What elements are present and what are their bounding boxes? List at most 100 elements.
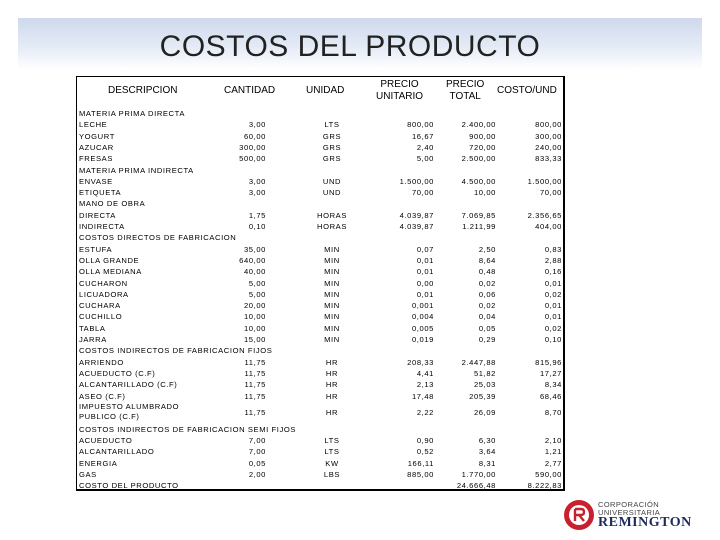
cell-precio-total: 24.666,48 — [456, 481, 496, 491]
logo-line-2: UNIVERSITARIA — [598, 508, 661, 517]
cost-table — [76, 76, 565, 491]
cell-unidad: HORAS — [316, 210, 347, 220]
cell-precio-unitario: 885,00 — [407, 470, 434, 479]
cell-cantidad: 0,05 — [248, 458, 266, 468]
cell-precio-unitario: 0,001 — [411, 301, 434, 311]
cell-unidad: HR — [325, 407, 339, 417]
table-row: JARRA 15,00 MIN 0,019 0,29 0,10 — [78, 334, 563, 345]
cell-cantidad: 11,75 — [244, 407, 266, 417]
cell-descripcion: MATERIA PRIMA INDIRECTA — [79, 165, 194, 175]
cell-precio-unitario: 17,48 — [411, 391, 434, 401]
table-row: MATERIA PRIMA DIRECTA — [78, 108, 563, 119]
cell-cantidad: 11,75 — [244, 368, 266, 378]
table-row: ENERGIA 0,05 KW 166,11 8,31 2,77 — [78, 458, 563, 469]
cell-precio-total: 2.500,00 — [461, 154, 496, 164]
cell-descripcion: COSTO DEL PRODUCTO — [79, 481, 179, 491]
cell-descripcion: OLLA MEDIANA — [79, 267, 142, 277]
cell-precio-unitario: 2,22 — [416, 407, 434, 417]
table-row: CUCHILLO 10,00 MIN 0,004 0,04 0,01 — [78, 311, 563, 322]
cell-costo-und: 815,96 — [535, 357, 562, 367]
cell-costo-und: 8,70 — [544, 407, 562, 417]
cell-unidad: HORAS — [316, 222, 347, 231]
cell-precio-unitario: 0,07 — [416, 244, 434, 254]
table-row: OLLA GRANDE 640,00 MIN 0,01 8,64 2,88 — [78, 255, 563, 266]
cell-unidad: LTS — [324, 436, 340, 446]
table-row: COSTOS INDIRECTOS DE FABRICACION FIJOS — [78, 345, 563, 356]
cell-precio-total: 7.069,85 — [461, 210, 496, 220]
table-row: ASEO (C.F) 11,75 HR 17,48 205,39 68,46 — [78, 391, 563, 402]
cell-descripcion: ASEO (C.F) — [79, 391, 126, 401]
cell-cantidad: 3,00 — [248, 120, 266, 130]
cell-precio-total: 8,31 — [478, 458, 496, 468]
cell-cantidad: 2,00 — [248, 470, 266, 479]
cell-unidad: HR — [325, 368, 339, 378]
cell-descripcion: JARRA — [79, 335, 107, 344]
cell-cantidad: 5,00 — [248, 278, 266, 288]
cell-cantidad: 15,00 — [243, 335, 266, 344]
cell-precio-total: 0,02 — [478, 301, 496, 311]
cell-descripcion: LICUADORA — [79, 289, 129, 299]
cell-descripcion: DIRECTA — [79, 210, 116, 220]
cell-unidad: LTS — [324, 447, 340, 457]
cell-precio-total: 2.400,00 — [461, 120, 496, 130]
cell-cantidad: 7,00 — [248, 436, 266, 446]
cell-precio-total: 900,00 — [469, 131, 496, 141]
cell-descripcion: COSTOS INDIRECTOS DE FABRICACION SEMI FI… — [79, 424, 297, 434]
cell-descripcion: ENVASE — [79, 176, 113, 186]
cell-costo-und: 0,16 — [544, 267, 562, 277]
cell-precio-unitario: 5,00 — [416, 154, 434, 164]
cell-costo-und: 240,00 — [535, 142, 562, 152]
cell-unidad: KW — [325, 458, 339, 468]
table-row: MATERIA PRIMA INDIRECTA — [78, 165, 563, 176]
logo-line-1: CORPORACIÓN — [598, 500, 660, 509]
cell-precio-unitario: 1.500,00 — [399, 176, 434, 186]
cell-costo-und: 404,00 — [535, 222, 562, 231]
cell-unidad: LBS — [323, 470, 341, 479]
cell-descripcion: COSTOS DIRECTOS DE FABRICACION — [79, 233, 237, 243]
header-precio-total-line2: TOTAL — [449, 91, 481, 102]
cell-precio-unitario: 2,13 — [416, 380, 434, 390]
cell-descripcion: IMPUESTO ALUMBRADO PUBLICO (C.F) — [79, 401, 180, 421]
table-row: ESTUFA 35,00 MIN 0,07 2,50 0,83 — [78, 244, 563, 255]
cell-unidad: GRS — [322, 131, 342, 141]
cell-descripcion: ALCANTARILLADO (C.F) — [79, 380, 178, 390]
cell-costo-und: 0,10 — [544, 335, 562, 344]
cell-unidad: GRS — [322, 154, 342, 164]
cell-precio-total: 51,82 — [473, 368, 496, 378]
cell-precio-total: 25,03 — [473, 380, 496, 390]
cell-costo-und: 0,83 — [544, 244, 562, 254]
table-row: LICUADORA 5,00 MIN 0,01 0,06 0,02 — [78, 289, 563, 300]
cell-cantidad: 60,00 — [243, 131, 266, 141]
cell-descripcion: MANO DE OBRA — [79, 199, 146, 209]
cell-unidad: MIN — [324, 335, 340, 344]
table-row: CUCHARON 5,00 MIN 0,00 0,02 0,01 — [78, 278, 563, 289]
cell-descripcion: ETIQUETA — [79, 188, 122, 198]
header-costo-und: COSTO/UND — [497, 85, 557, 96]
cell-unidad: MIN — [324, 267, 340, 277]
cell-precio-unitario: 0,01 — [416, 289, 434, 299]
cell-cantidad: 0,10 — [248, 222, 266, 231]
table-row: ACUEDUCTO (C.F) 11,75 HR 4,41 51,82 17,27 — [78, 368, 563, 379]
cell-precio-total: 720,00 — [469, 142, 496, 152]
header-unidad: UNIDAD — [306, 85, 345, 96]
cell-unidad: HR — [325, 357, 339, 367]
table-row: DIRECTA 1,75 HORAS 4.039,87 7.069,85 2.356,65 — [78, 210, 563, 221]
cell-precio-total: 6,30 — [478, 436, 496, 446]
cell-costo-und: 1.500,00 — [527, 176, 562, 186]
table-row: COSTOS INDIRECTOS DE FABRICACION SEMI FI… — [78, 424, 563, 435]
cell-unidad: GRS — [322, 142, 342, 152]
cell-descripcion: ALCANTARILLADO — [79, 447, 155, 457]
cell-costo-und: 2,10 — [544, 436, 562, 446]
cell-precio-unitario: 0,00 — [416, 278, 434, 288]
cell-cantidad: 11,75 — [244, 391, 266, 401]
cell-descripcion: ACUEDUCTO (C.F) — [79, 368, 156, 378]
cell-descripcion: FRESAS — [79, 154, 113, 164]
header-precio-total: PRECIO TOTAL — [446, 79, 484, 103]
cell-precio-unitario: 0,01 — [416, 267, 434, 277]
cell-cantidad: 35,00 — [243, 244, 266, 254]
cell-precio-total: 0,48 — [478, 267, 496, 277]
cell-unidad: MIN — [324, 289, 340, 299]
cell-precio-unitario: 2,40 — [416, 142, 434, 152]
table-row: COSTO DEL PRODUCTO 24.666,48 8.222,83 — [78, 480, 563, 491]
cell-precio-total: 0,29 — [478, 335, 496, 344]
